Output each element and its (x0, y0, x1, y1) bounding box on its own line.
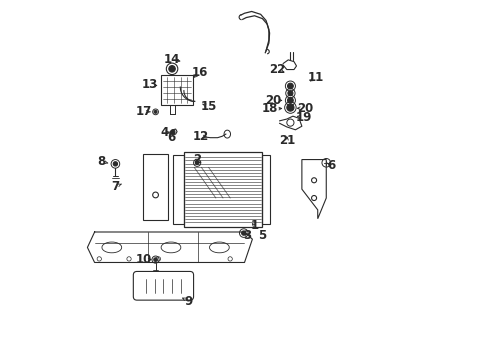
Text: 3: 3 (243, 229, 251, 242)
Bar (183, 152, 262, 227)
Text: 9: 9 (184, 295, 193, 308)
Circle shape (170, 130, 175, 134)
Text: 18: 18 (262, 103, 278, 116)
Bar (161, 75, 192, 105)
Text: 13: 13 (141, 78, 157, 91)
Circle shape (241, 231, 245, 235)
Text: 12: 12 (192, 130, 208, 143)
Text: 6: 6 (326, 159, 335, 172)
Text: 15: 15 (200, 100, 216, 113)
Circle shape (153, 258, 157, 261)
Circle shape (168, 66, 175, 72)
Text: 5: 5 (257, 229, 265, 242)
Bar (262, 155, 270, 225)
Text: 17: 17 (135, 105, 151, 118)
Text: 11: 11 (307, 71, 323, 84)
Circle shape (195, 161, 199, 165)
Circle shape (287, 91, 292, 96)
Circle shape (154, 111, 157, 113)
Text: 22: 22 (269, 63, 285, 76)
Text: 19: 19 (295, 111, 311, 124)
Text: 20: 20 (297, 102, 313, 115)
Text: 10: 10 (136, 253, 152, 266)
Circle shape (287, 98, 293, 103)
Text: 21: 21 (278, 134, 294, 147)
Text: 6: 6 (167, 131, 175, 144)
Text: 8: 8 (97, 155, 105, 168)
Bar (173, 155, 183, 225)
Bar (143, 154, 167, 220)
Circle shape (286, 104, 293, 111)
Text: 20: 20 (264, 94, 281, 107)
Circle shape (287, 83, 293, 89)
Text: 7: 7 (111, 180, 119, 193)
Text: 2: 2 (193, 153, 201, 166)
Text: 14: 14 (163, 53, 180, 66)
Text: 4: 4 (161, 126, 169, 139)
Text: 16: 16 (191, 66, 207, 79)
Circle shape (113, 162, 117, 166)
Text: 1: 1 (250, 219, 258, 233)
